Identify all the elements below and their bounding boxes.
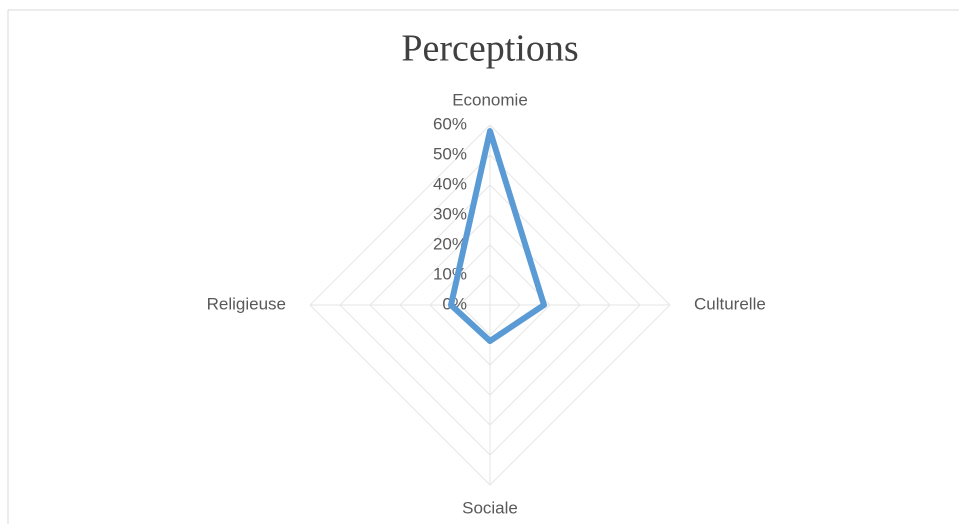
series-line — [448, 128, 547, 344]
chart-title: Perceptions — [401, 28, 578, 70]
axis-label: Sociale — [462, 498, 518, 517]
y-tick-label: 0% — [442, 294, 467, 313]
y-tick-label: 50% — [433, 144, 467, 163]
axis-label: Religieuse — [207, 294, 286, 313]
axis-label: Culturelle — [694, 294, 766, 313]
y-tick-label: 20% — [433, 234, 467, 253]
y-tick-label: 40% — [433, 174, 467, 193]
y-tick-label: 30% — [433, 204, 467, 223]
axis-label: Economie — [452, 90, 528, 109]
y-tick-label: 60% — [433, 114, 467, 133]
